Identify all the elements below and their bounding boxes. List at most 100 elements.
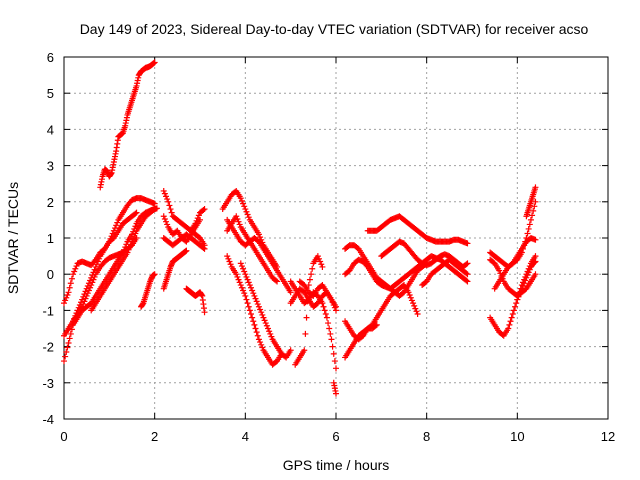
y-tick-label: 1 — [47, 231, 54, 246]
data-point — [90, 276, 97, 283]
chart-title: Day 149 of 2023, Sidereal Day-to-day VTE… — [80, 21, 589, 37]
data-point — [64, 292, 71, 299]
data-point — [233, 213, 240, 220]
data-point — [251, 292, 258, 299]
data-point — [61, 300, 67, 307]
data-marks — [61, 59, 539, 397]
data-point — [261, 317, 268, 324]
data-point — [70, 271, 77, 278]
data-point — [126, 244, 133, 251]
data-point — [525, 225, 532, 232]
data-point — [253, 298, 260, 305]
data-point — [529, 212, 536, 219]
data-point — [525, 269, 532, 276]
data-point — [524, 272, 531, 279]
data-point — [464, 271, 471, 278]
data-point — [164, 221, 171, 228]
data-point — [242, 271, 249, 278]
data-point — [131, 233, 138, 240]
data-point — [407, 294, 414, 301]
data-point — [81, 298, 88, 305]
data-point — [413, 308, 420, 315]
data-point — [194, 215, 201, 222]
data-point — [522, 238, 529, 245]
data-point — [236, 221, 243, 228]
data-point — [333, 365, 339, 372]
data-point — [326, 325, 333, 332]
data-point — [524, 230, 531, 237]
data-point — [255, 231, 262, 238]
data-point — [521, 242, 528, 249]
data-point — [506, 321, 513, 328]
data-point — [241, 203, 248, 210]
data-point — [303, 314, 310, 321]
data-point — [166, 202, 173, 209]
data-point — [235, 276, 242, 283]
data-point — [88, 282, 95, 289]
data-point — [71, 268, 78, 275]
data-point — [168, 209, 175, 216]
data-point — [79, 303, 86, 310]
data-point — [129, 238, 135, 245]
data-point — [410, 300, 417, 307]
data-point — [520, 245, 526, 252]
data-point — [532, 271, 539, 278]
data-point — [521, 280, 528, 287]
x-tick-label: 2 — [151, 429, 158, 444]
data-point — [314, 253, 321, 260]
data-point — [262, 320, 269, 327]
data-point — [532, 258, 539, 265]
data-point — [523, 235, 530, 241]
y-axis-label: SDTVAR / TECUs — [5, 182, 21, 294]
data-point — [151, 271, 158, 278]
data-point — [268, 333, 275, 340]
data-point — [63, 294, 70, 301]
data-point — [241, 290, 248, 297]
data-point — [250, 290, 257, 297]
data-point — [372, 322, 379, 329]
data-point — [246, 307, 253, 314]
x-tick-label: 4 — [242, 429, 249, 444]
data-point — [508, 314, 515, 321]
data-point — [516, 291, 523, 298]
data-point — [532, 184, 539, 191]
data-point — [67, 280, 74, 287]
data-point — [66, 284, 73, 291]
data-point — [151, 200, 158, 207]
data-point — [244, 300, 251, 307]
data-point — [124, 249, 131, 256]
data-point — [227, 261, 234, 268]
data-point — [532, 253, 539, 260]
data-point — [317, 258, 324, 265]
data-point — [319, 263, 326, 270]
data-point — [245, 303, 252, 310]
data-point — [72, 265, 79, 272]
data-point — [245, 279, 252, 286]
y-tick-label: 2 — [47, 195, 54, 210]
x-tick-label: 8 — [423, 429, 430, 444]
data-point — [82, 295, 89, 302]
data-point — [331, 358, 338, 365]
data-point — [255, 336, 262, 343]
data-point — [287, 289, 294, 296]
x-tick-label: 6 — [332, 429, 339, 444]
data-point — [327, 330, 334, 337]
data-point — [237, 282, 244, 289]
data-point — [161, 190, 168, 197]
data-point — [200, 206, 207, 213]
data-point — [329, 343, 336, 350]
data-point — [89, 279, 96, 286]
data-point — [164, 196, 171, 203]
data-point — [320, 303, 327, 310]
data-point — [62, 297, 69, 304]
data-point — [163, 193, 169, 200]
x-axis-label: GPS time / hours — [283, 457, 390, 473]
data-point — [527, 216, 534, 223]
data-point — [62, 353, 69, 360]
data-point — [309, 265, 316, 272]
data-point — [464, 278, 471, 285]
data-point — [249, 287, 256, 294]
data-point — [255, 303, 262, 310]
data-point — [63, 349, 70, 356]
